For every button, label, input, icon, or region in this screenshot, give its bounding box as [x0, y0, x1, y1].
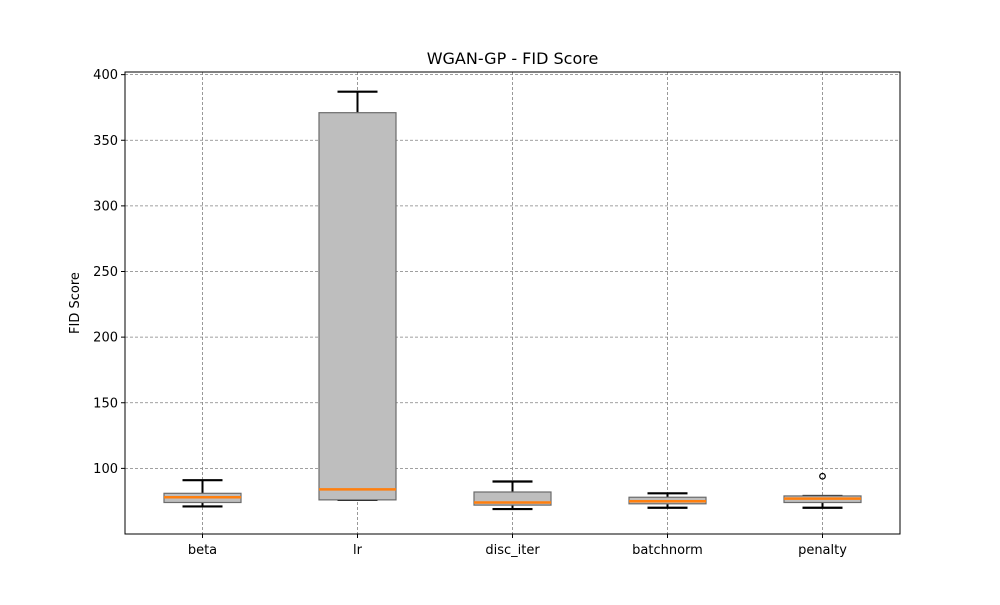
x-tick-label: batchnorm: [632, 543, 703, 558]
x-tick-label: lr: [353, 543, 363, 558]
y-tick-label: 400: [93, 68, 118, 83]
box-beta: [163, 479, 242, 508]
x-tick-label: disc_iter: [485, 543, 540, 558]
box-iqr: [318, 112, 397, 501]
chart-title: WGAN-GP - FID Score: [427, 49, 599, 68]
y-tick-label: 250: [93, 265, 118, 280]
box-lr: [318, 90, 397, 501]
x-tick-label: penalty: [798, 543, 847, 558]
y-axis-label: FID Score: [68, 272, 83, 334]
box-disc_iter: [473, 480, 552, 511]
box-penalty: [783, 472, 862, 509]
y-tick-label: 300: [93, 199, 118, 214]
x-tick-label: beta: [188, 543, 217, 558]
outlier-point: [819, 472, 826, 480]
y-tick-label: 200: [93, 331, 118, 346]
y-tick-label: 350: [93, 134, 118, 149]
box-batchnorm: [628, 492, 707, 509]
y-tick-label: 150: [93, 396, 118, 411]
y-tick-label: 100: [93, 462, 118, 477]
